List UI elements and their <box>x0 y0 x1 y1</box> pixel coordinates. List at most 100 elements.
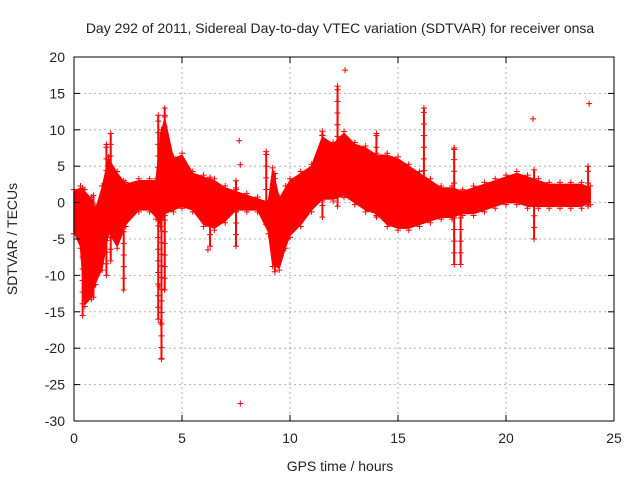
spike-marker <box>531 201 538 208</box>
spike-marker <box>155 187 162 194</box>
spike-marker <box>79 289 86 296</box>
edge-marker <box>146 175 153 182</box>
edge-marker <box>308 208 315 215</box>
y-axis-label: SDTVAR / TECUs <box>4 183 20 295</box>
edge-marker <box>276 193 283 200</box>
spike-marker <box>155 316 162 323</box>
edge-marker <box>200 172 207 179</box>
edge-marker <box>470 212 477 219</box>
data-point <box>451 146 458 153</box>
spike-marker <box>334 83 341 90</box>
spike-marker <box>161 170 168 177</box>
axis-ticks: 0 5 10 15 20 25 -30 -25 -20 -15 -10 -5 0 5 10 15 20 <box>45 49 622 446</box>
spike-marker <box>373 130 380 137</box>
data-point <box>530 115 536 122</box>
y-tick-label: 20 <box>49 49 65 65</box>
edge-marker <box>567 205 574 212</box>
spike-marker <box>161 263 168 270</box>
edge-marker <box>459 186 466 193</box>
spike-marker <box>233 196 239 203</box>
spike-marker <box>585 168 592 175</box>
spike-marker <box>420 202 427 209</box>
spike-marker <box>155 129 162 136</box>
edge-marker <box>265 230 272 237</box>
spike-marker <box>79 207 86 214</box>
edge-marker <box>567 179 574 186</box>
edge-marker <box>427 219 434 226</box>
edge-marker <box>524 172 531 179</box>
y-tick-label: -30 <box>45 413 65 429</box>
spike-marker <box>155 257 162 264</box>
y-tick-label: -25 <box>45 377 65 393</box>
spike-marker <box>334 98 341 105</box>
spike-marker <box>79 300 86 307</box>
spike-marker <box>373 155 380 162</box>
y-tick-label: -10 <box>45 267 65 283</box>
spike-marker <box>158 262 165 269</box>
spike-marker <box>319 179 326 186</box>
spike-marker <box>233 177 239 184</box>
spike-marker <box>451 226 458 233</box>
spike-marker <box>451 179 458 186</box>
data-series <box>71 67 594 407</box>
spike-marker <box>207 208 214 215</box>
spike-marker <box>158 158 165 165</box>
spike-marker <box>319 155 326 162</box>
data-point <box>158 355 165 362</box>
y-tick-label: 5 <box>57 158 65 174</box>
spike-marker <box>161 217 168 224</box>
spike-marker <box>457 226 464 233</box>
spike-marker <box>373 202 380 209</box>
spike-marker <box>207 185 214 192</box>
edge-marker <box>282 245 289 252</box>
x-tick-label: 20 <box>498 430 514 446</box>
spike-marker <box>451 249 458 256</box>
spike-marker <box>103 167 110 174</box>
spike-marker <box>451 261 458 268</box>
spike-marker <box>334 203 341 210</box>
edge-marker <box>384 150 391 157</box>
spike-marker <box>334 121 341 128</box>
spike-marker <box>271 245 278 252</box>
edge-marker <box>438 216 445 223</box>
spike-marker <box>457 238 464 245</box>
spike-marker <box>233 219 239 226</box>
spike-marker <box>155 304 162 311</box>
edge-marker <box>416 223 423 230</box>
spike-marker <box>90 201 97 208</box>
edge-marker <box>557 179 563 186</box>
edge-marker <box>170 153 177 160</box>
spike-marker <box>155 246 162 253</box>
spike-marker <box>531 224 538 231</box>
spike-marker <box>155 141 162 148</box>
spike-marker <box>107 222 114 229</box>
x-tick-label: 10 <box>282 430 298 446</box>
spike-marker <box>271 175 278 182</box>
edge-marker <box>222 219 229 226</box>
spike-marker <box>161 252 168 259</box>
spike-marker <box>120 240 127 247</box>
spike-marker <box>90 282 97 289</box>
spike-marker <box>263 163 270 170</box>
spike-marker <box>451 238 458 245</box>
edge-marker <box>276 267 283 274</box>
spike-marker <box>271 233 278 240</box>
spike-marker <box>271 257 278 264</box>
edge-marker <box>287 234 293 241</box>
spike-marker <box>263 209 270 216</box>
spike-marker <box>90 224 97 231</box>
spike-marker <box>107 141 114 148</box>
spike-marker <box>373 144 380 151</box>
spike-marker <box>158 297 165 304</box>
spike-marker <box>457 249 464 256</box>
spike-marker <box>107 199 114 206</box>
edge-marker <box>503 172 509 179</box>
spike-marker <box>161 240 168 247</box>
edge-marker <box>503 201 509 208</box>
spike-marker <box>420 214 427 221</box>
spike-marker <box>271 268 278 275</box>
spike-marker <box>263 198 270 205</box>
spike-marker <box>90 270 97 277</box>
data-point <box>157 319 164 326</box>
